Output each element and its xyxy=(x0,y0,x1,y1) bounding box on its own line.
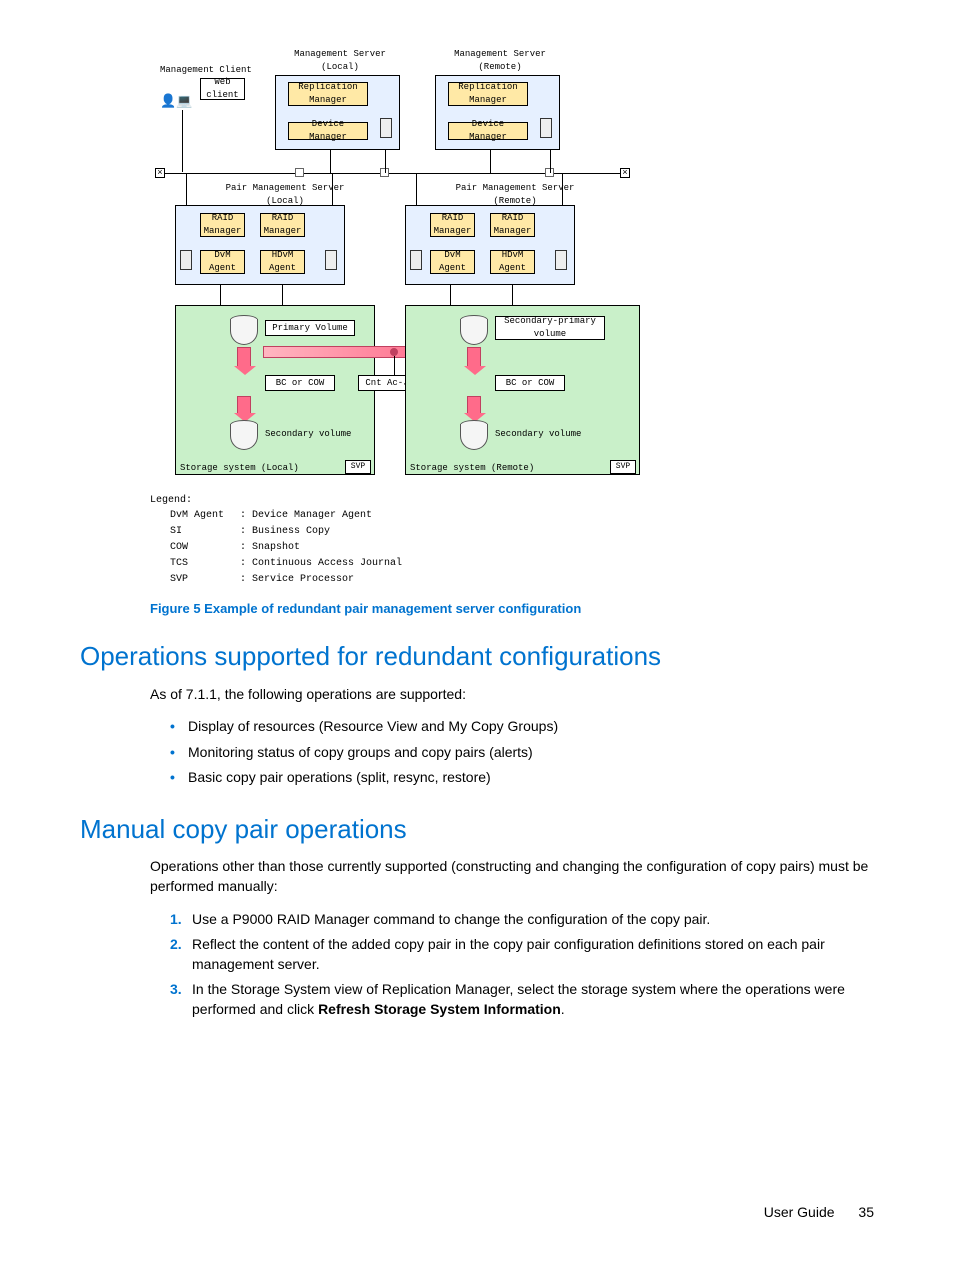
legend-key: COW xyxy=(170,541,240,555)
legend-row: COW: Snapshot xyxy=(150,540,874,556)
server-icon xyxy=(180,250,192,270)
pair-mgmt-remote-label: Pair Management Server (Remote) xyxy=(450,182,580,207)
storage-local-label: Storage system (Local) xyxy=(180,462,299,475)
bc-cow-remote: BC or COW xyxy=(495,375,565,391)
raid-mgr-remote-2: RAID Manager xyxy=(490,213,535,237)
raid-mgr-local-2: RAID Manager xyxy=(260,213,305,237)
web-client-box: Web client xyxy=(200,78,245,100)
pair-mgmt-local-label: Pair Management Server (Local) xyxy=(220,182,350,207)
section1-intro: As of 7.1.1, the following operations ar… xyxy=(150,685,874,705)
repl-mgr-remote: Replication Manager xyxy=(448,82,528,106)
architecture-diagram: Management Client Management Server (Loc… xyxy=(150,40,650,490)
server-icon xyxy=(325,250,337,270)
section2-intro: Operations other than those currently su… xyxy=(150,857,874,896)
arrow-down-icon xyxy=(467,396,481,414)
footer-label: User Guide xyxy=(764,1204,835,1220)
page-footer: User Guide 35 xyxy=(80,1203,874,1223)
server-icon xyxy=(410,250,422,270)
bullet-item: Display of resources (Resource View and … xyxy=(170,714,874,740)
hdvm-agent-remote: HDvM Agent xyxy=(490,250,535,274)
bc-cow-local: BC or COW xyxy=(265,375,335,391)
sec-vol-local-label: Secondary volume xyxy=(265,428,351,441)
legend-row: DvM Agent: Device Manager Agent xyxy=(150,508,874,524)
server-icon xyxy=(380,118,392,138)
legend-row: SVP: Service Processor xyxy=(150,572,874,588)
section1-bullets: Display of resources (Resource View and … xyxy=(170,714,874,791)
legend-value: : Device Manager Agent xyxy=(240,509,372,523)
bold-text: Refresh Storage System Information xyxy=(318,1001,561,1017)
legend-value: : Continuous Access Journal xyxy=(240,557,402,571)
arrow-down-icon xyxy=(237,347,251,367)
sec-primary-box: Secondary-primary volume xyxy=(495,316,605,340)
cylinder-icon xyxy=(460,315,488,345)
mgmt-server-remote-label: Management Server (Remote) xyxy=(445,48,555,73)
sec-vol-remote-label: Secondary volume xyxy=(495,428,581,441)
hdvm-agent-local: HDvM Agent xyxy=(260,250,305,274)
cylinder-icon xyxy=(460,420,488,450)
raid-mgr-remote-1: RAID Manager xyxy=(430,213,475,237)
mgmt-client-label: Management Client xyxy=(160,64,252,77)
legend-title: Legend: xyxy=(150,494,874,508)
bus-end-icon: × xyxy=(155,168,165,178)
mgmt-server-local-label: Management Server (Local) xyxy=(285,48,395,73)
dot-icon xyxy=(390,348,398,356)
legend-key: SI xyxy=(170,525,240,539)
legend-key: TCS xyxy=(170,557,240,571)
figure-caption: Figure 5 Example of redundant pair manag… xyxy=(150,600,874,618)
legend-key: DvM Agent xyxy=(170,509,240,523)
raid-mgr-local-1: RAID Manager xyxy=(200,213,245,237)
dvm-agent-local: DvM Agent xyxy=(200,250,245,274)
dvm-agent-remote: DvM Agent xyxy=(430,250,475,274)
footer-page: 35 xyxy=(858,1204,874,1220)
svp-box: SVP xyxy=(345,460,371,474)
primary-vol-box: Primary Volume xyxy=(265,320,355,336)
section2-steps: Use a P9000 RAID Manager command to chan… xyxy=(170,907,874,1023)
step-item: In the Storage System view of Replicatio… xyxy=(170,977,874,1022)
section-heading-manual: Manual copy pair operations xyxy=(80,811,874,847)
repl-mgr-local: Replication Manager xyxy=(288,82,368,106)
legend-value: : Snapshot xyxy=(240,541,300,555)
dev-mgr-local: Device Manager xyxy=(288,122,368,140)
server-icon xyxy=(540,118,552,138)
bullet-item: Monitoring status of copy groups and cop… xyxy=(170,740,874,766)
legend-block: Legend: DvM Agent: Device Manager AgentS… xyxy=(150,490,874,588)
legend-row: SI: Business Copy xyxy=(150,524,874,540)
svp-box: SVP xyxy=(610,460,636,474)
cylinder-icon xyxy=(230,420,258,450)
server-icon xyxy=(555,250,567,270)
step-item: Reflect the content of the added copy pa… xyxy=(170,932,874,977)
dev-mgr-remote: Device Manager xyxy=(448,122,528,140)
legend-key: SVP xyxy=(170,573,240,587)
user-icon: 👤💻 xyxy=(160,93,192,111)
arrow-down-icon xyxy=(467,347,481,367)
storage-remote-label: Storage system (Remote) xyxy=(410,462,534,475)
bus-end-icon: × xyxy=(620,168,630,178)
legend-value: : Service Processor xyxy=(240,573,354,587)
arrow-down-icon xyxy=(237,396,251,414)
legend-value: : Business Copy xyxy=(240,525,330,539)
step-item: Use a P9000 RAID Manager command to chan… xyxy=(170,907,874,933)
legend-row: TCS: Continuous Access Journal xyxy=(150,556,874,572)
cylinder-icon xyxy=(230,315,258,345)
bullet-item: Basic copy pair operations (split, resyn… xyxy=(170,765,874,791)
section-heading-operations: Operations supported for redundant confi… xyxy=(80,638,874,674)
